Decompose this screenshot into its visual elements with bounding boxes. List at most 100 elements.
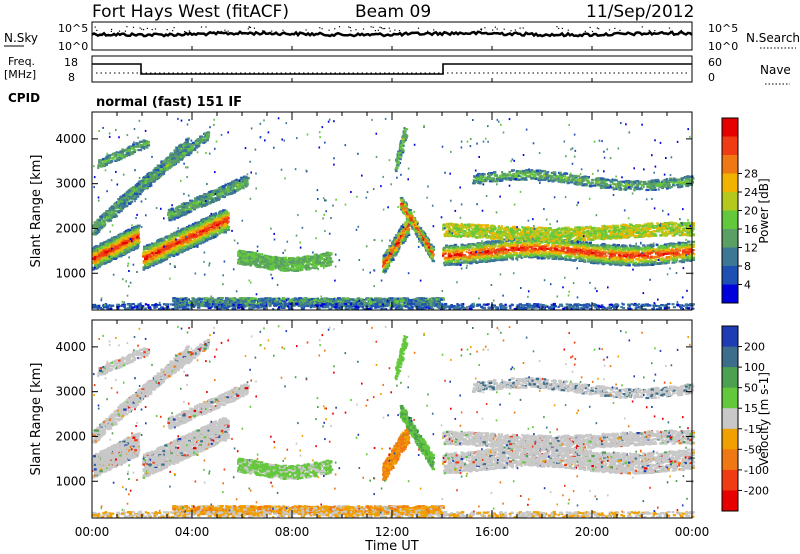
power-cell [209,220,212,222]
power-cell [131,236,135,238]
noise-point [355,29,356,30]
power-cell [262,261,265,263]
power-cell [122,253,126,255]
power-cell [189,239,192,241]
power-cell [255,263,258,265]
noise-point [495,27,496,28]
power-cell [143,269,146,271]
noise-point [167,29,168,30]
power-cell [203,204,205,206]
noise-point [670,31,671,32]
power-cell [195,142,198,144]
noise-point [497,28,498,29]
power-cell [139,149,143,151]
power-cell [206,234,208,236]
power-cell [115,241,118,243]
power-cell [97,258,101,260]
power-cell [97,231,101,233]
plot-title: Fort Hays West (fitACF) [92,2,289,22]
noise-point [390,31,391,32]
power-cell [145,147,149,149]
noise-point [585,31,586,32]
noise-point [504,29,505,30]
power-cell [130,152,133,154]
power-cell [137,183,139,185]
noise-point [172,30,173,31]
power-cell [142,266,144,268]
noise-point [363,28,364,29]
power-cell [211,229,213,231]
power-cell [109,239,113,241]
power-cell [286,266,288,268]
power-cell [115,246,118,248]
power-cell [134,231,138,233]
power-cell [103,220,106,222]
power-cell [194,236,197,238]
power-cell [220,192,224,194]
power-cell [119,249,122,251]
power-cell [172,247,175,249]
power-cell [182,228,184,230]
power-cell [239,257,242,259]
power-cell [269,256,272,258]
power-cell [225,210,229,212]
power-cell [165,241,167,243]
power-cell [148,256,152,258]
power-cell [324,259,328,261]
power-cell [170,209,173,211]
power-cell [179,246,181,248]
power-cell [100,247,103,249]
noise-point [189,30,190,31]
power-cell [111,205,114,207]
power-cell [143,256,146,258]
power-cell [275,262,278,264]
power-cell [182,206,186,208]
power-cell [111,154,113,156]
power-cell [328,259,331,261]
power-cell [188,146,190,148]
power-cell [117,159,120,161]
noise-point [384,28,385,29]
power-cell [314,255,316,257]
power-cell [218,218,221,220]
power-cell [308,258,312,260]
power-cell [132,186,136,188]
power-cell [143,139,146,141]
power-cell [161,256,164,258]
power-cell [139,141,142,143]
power-cell [197,224,200,226]
noise-point [350,27,351,28]
power-cell [103,241,105,243]
power-cell [103,217,105,219]
power-cell [255,256,258,258]
date-label: 11/Sep/2012 [586,2,694,22]
power-cell [188,228,191,230]
power-cell [125,149,128,151]
noise-point [254,28,255,29]
power-cell [97,167,99,169]
power-cell [186,140,189,142]
power-cell [222,209,225,211]
power-cell [201,141,204,143]
cpid-label: CPID [8,91,40,105]
power-cell [144,247,146,249]
noise-point [520,28,521,29]
power-cell [112,207,115,209]
power-cell [246,261,248,263]
power-cell [105,213,108,215]
noise-point [221,31,222,32]
power-cell [300,267,303,269]
power-cell [123,239,125,241]
power-cell [170,254,173,256]
noise-right-label: N.Search [746,31,800,45]
power-cell [106,156,109,158]
noise-point [590,27,591,28]
power-cell [94,260,97,262]
power-cell [134,149,137,151]
power-cell [280,258,284,260]
power-cell [242,255,246,257]
noise-point [339,26,340,27]
power-cell [236,189,240,191]
power-cell [268,268,270,270]
noise-point [126,26,127,27]
